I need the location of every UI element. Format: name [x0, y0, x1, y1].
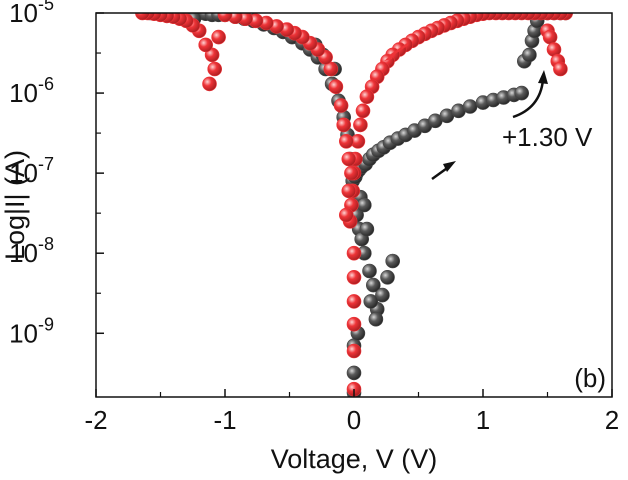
data-point	[217, 13, 233, 23]
y-tick-label: 10-6	[9, 74, 54, 108]
data-point	[346, 269, 362, 285]
data-point	[328, 79, 344, 94]
y-axis-title: Log|I| (A)	[0, 150, 30, 260]
x-tick-label: -2	[84, 405, 107, 435]
data-point	[365, 277, 381, 293]
data-point	[385, 253, 401, 269]
data-point	[135, 13, 150, 21]
data-points	[135, 13, 573, 397]
data-point	[355, 103, 371, 119]
data-point	[368, 311, 384, 327]
data-point	[514, 85, 530, 101]
sweep-arrow-upturn	[512, 70, 548, 119]
data-point	[336, 117, 352, 133]
data-point	[353, 117, 368, 133]
data-point	[462, 99, 478, 114]
data-point	[375, 287, 390, 303]
y-tick-label: 10-8	[9, 234, 54, 268]
data-point	[211, 29, 226, 45]
data-point	[333, 98, 349, 113]
data-point	[346, 245, 362, 261]
sweep-arrow-black	[431, 161, 456, 181]
data-point	[341, 183, 357, 199]
data-point	[346, 343, 362, 359]
data-point	[338, 134, 354, 149]
data-point	[346, 316, 362, 332]
voltage-annotation: +1.30 V	[502, 122, 593, 152]
data-point	[522, 47, 537, 63]
y-tick-label: 10-9	[9, 314, 54, 348]
data-point	[341, 151, 357, 167]
data-point	[363, 294, 379, 309]
data-point	[356, 197, 372, 213]
data-point	[338, 207, 354, 223]
x-tick-label: 2	[605, 405, 619, 435]
data-point	[362, 263, 377, 279]
x-axis-title: Voltage, V (V)	[271, 444, 438, 474]
data-point	[359, 221, 375, 237]
data-point	[346, 294, 362, 309]
axis-ticks: -2 -1 0 1 2 10-9 10-8 10-7 10-6 10-5	[9, 0, 619, 435]
x-tick-label: 0	[347, 405, 361, 435]
y-tick-label: 10-7	[9, 154, 54, 188]
data-point	[359, 89, 375, 104]
x-tick-label: 1	[476, 405, 490, 435]
data-point	[344, 165, 359, 181]
sweep-arrow-red	[384, 42, 409, 61]
data-point	[542, 29, 558, 45]
x-tick-label: -1	[213, 405, 236, 435]
series-1	[135, 13, 573, 397]
y-tick-label: 10-5	[9, 0, 54, 28]
data-point	[207, 61, 222, 77]
data-point	[380, 269, 395, 285]
panel-label: (b)	[574, 363, 606, 393]
data-point	[346, 365, 362, 381]
data-point	[553, 61, 568, 77]
data-point	[202, 76, 217, 92]
data-point	[198, 37, 213, 53]
